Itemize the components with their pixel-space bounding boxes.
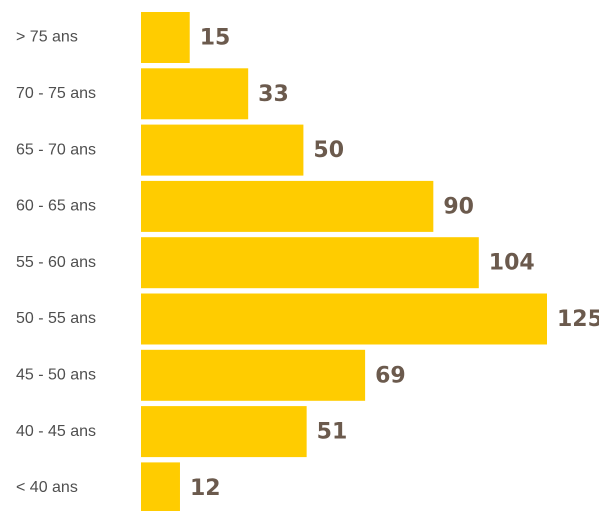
bar	[141, 180, 434, 232]
data-label: 125	[557, 307, 599, 332]
bar	[141, 68, 249, 120]
bar	[141, 293, 547, 345]
category-label: 60 - 65 ans	[16, 198, 96, 215]
bar	[141, 462, 180, 511]
category-label: < 40 ans	[16, 479, 78, 496]
category-label: 40 - 45 ans	[16, 423, 96, 440]
category-label: 55 - 60 ans	[16, 254, 96, 271]
data-label: 12	[190, 476, 221, 501]
category-label: 70 - 75 ans	[16, 85, 96, 102]
data-label: 104	[489, 251, 535, 276]
category-label: > 75 ans	[16, 29, 78, 46]
bar	[141, 124, 304, 176]
data-label: 50	[313, 138, 344, 163]
bar	[141, 349, 366, 401]
category-label: 65 - 70 ans	[16, 141, 96, 158]
data-label: 15	[200, 26, 231, 51]
data-label: 51	[317, 420, 348, 445]
bar	[141, 237, 479, 289]
category-label: 50 - 55 ans	[16, 310, 96, 327]
data-label: 90	[443, 194, 474, 219]
bar	[141, 406, 307, 458]
category-label: 45 - 50 ans	[16, 367, 96, 384]
data-label: 69	[375, 363, 406, 388]
bar	[141, 12, 190, 63]
data-label: 33	[258, 82, 289, 107]
